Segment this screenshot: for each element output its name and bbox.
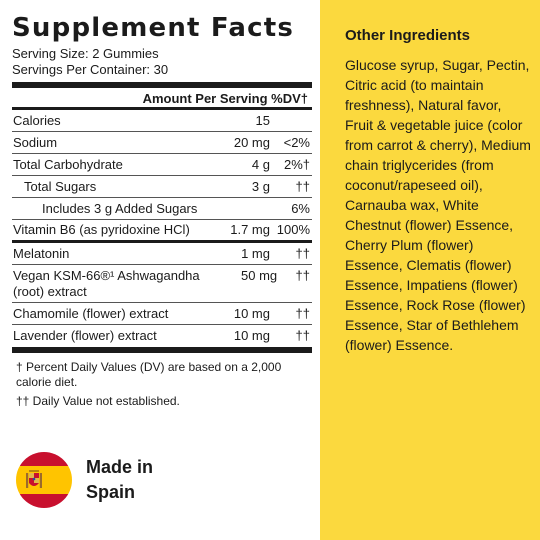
row-dv: ††	[295, 268, 310, 283]
amount-per-serving-header: Amount Per Serving %DV†	[12, 88, 312, 110]
row-name: Chamomile (flower) extract	[13, 305, 169, 321]
footnote-dv-not-established: †† Daily Value not established.	[16, 394, 180, 408]
made-in-line: Made in	[86, 457, 154, 477]
row-dv: ††	[295, 178, 310, 194]
thick-divider-bottom	[12, 347, 312, 353]
facts-row-chamomile: Chamomile (flower) extract 10 mg ††	[12, 303, 312, 325]
other-ingredients-panel	[320, 0, 540, 540]
facts-row-total-sugars: Total Sugars 3 g ††	[12, 176, 312, 198]
servings-per-container: Servings Per Container: 30	[12, 62, 169, 77]
other-ingredients-block: Other Ingredients Glucose syrup, Sugar, …	[345, 26, 533, 355]
supplement-facts-title: Supplement Facts	[12, 13, 295, 43]
left-panel: Supplement Facts Serving Size: 2 Gummies…	[12, 14, 312, 508]
row-name: Calories	[13, 112, 61, 128]
row-name: Lavender (flower) extract	[13, 328, 157, 343]
facts-row-vitamin-b6: Vitamin B6 (as pyridoxine HCl) 1.7 mg 10…	[12, 220, 312, 243]
row-amount: 1.7 mg	[230, 222, 270, 237]
facts-row-ashwagandha: Vegan KSM-66®¹ Ashwagandha (root) extrac…	[12, 265, 312, 303]
row-dv: <2%	[283, 134, 310, 150]
facts-row-lavender: Lavender (flower) extract 10 mg ††	[12, 325, 312, 347]
serving-size: Serving Size: 2 Gummies	[12, 46, 159, 61]
row-amount: 15	[255, 112, 270, 128]
row-name: Total Sugars	[24, 178, 97, 194]
spain-flag-icon	[16, 452, 72, 508]
facts-row-added-sugars: Includes 3 g Added Sugars 6%	[12, 198, 312, 220]
row-name: Includes 3 g Added Sugars	[42, 200, 198, 216]
made-in-text: Made in Spain	[86, 455, 153, 505]
row-amount: 10 mg	[233, 305, 270, 321]
row-amount: 50 mg	[241, 268, 278, 283]
other-ingredients-text: Glucose syrup, Sugar, Pectin, Citric aci…	[345, 57, 531, 353]
row-amount: 1 mg	[241, 245, 270, 261]
row-name: Vegan KSM-66®¹ Ashwagandha (root) extrac…	[13, 268, 200, 299]
row-name: Melatonin	[13, 245, 70, 261]
row-name: Total Carbohydrate	[13, 156, 123, 172]
row-name: Vitamin B6 (as pyridoxine HCl)	[13, 222, 190, 237]
row-amount: 20 mg	[233, 134, 270, 150]
coat-of-arms-icon	[26, 470, 42, 488]
made-in-badge: Made in Spain	[16, 452, 153, 508]
facts-row-sodium: Sodium 20 mg <2%	[12, 132, 312, 154]
facts-row-melatonin: Melatonin 1 mg ††	[12, 243, 312, 265]
facts-row-total-carbohydrate: Total Carbohydrate 4 g 2%†	[12, 154, 312, 176]
supplement-facts-panel: Supplement Facts Serving Size: 2 Gummies…	[12, 14, 312, 409]
row-dv: 2%†	[283, 156, 310, 172]
row-amount: 4 g	[251, 156, 270, 172]
row-name: Sodium	[13, 134, 58, 150]
row-amount: 10 mg	[233, 328, 270, 343]
row-amount: 3 g	[251, 178, 270, 194]
thick-divider	[12, 82, 312, 88]
other-ingredients-title: Other Ingredients	[345, 27, 471, 44]
row-dv: ††	[295, 245, 310, 261]
row-dv: 6%	[291, 200, 310, 216]
row-dv: 100%	[276, 222, 310, 237]
row-dv: ††	[295, 328, 310, 343]
country-name: Spain	[86, 482, 136, 502]
facts-row-calories: Calories 15	[12, 110, 312, 132]
row-dv: ††	[295, 305, 310, 321]
footnote-percent-dv: † Percent Daily Values (DV) are based on…	[16, 360, 282, 389]
